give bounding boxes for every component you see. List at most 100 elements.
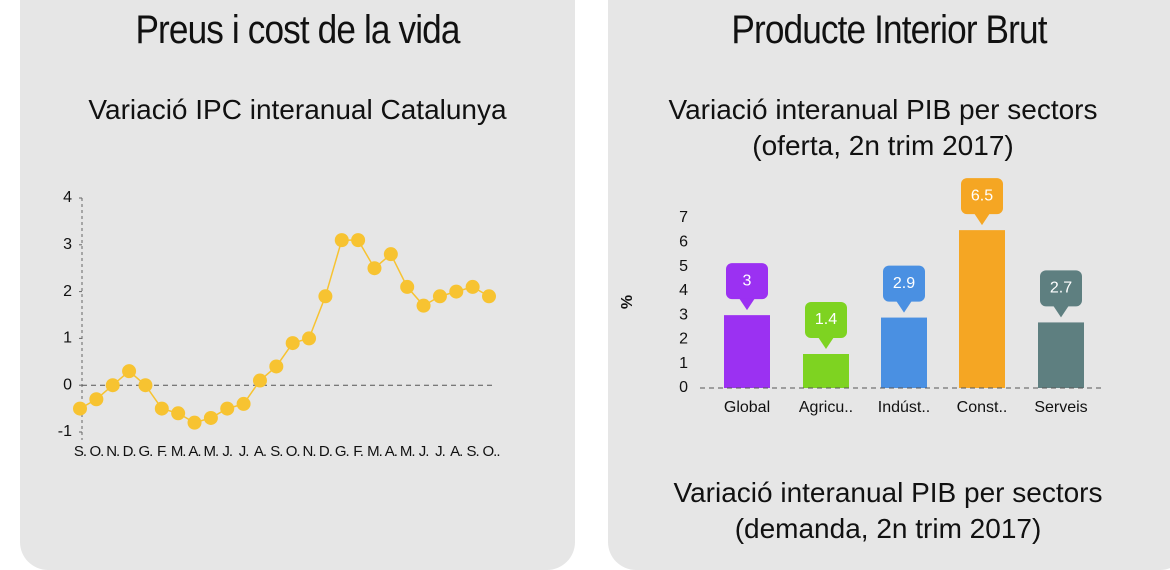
point xyxy=(187,415,202,430)
x-tick-label: S. xyxy=(74,443,86,460)
x-tick-label: M. xyxy=(204,443,219,460)
value-callout xyxy=(883,265,925,302)
x-tick-label: O. xyxy=(286,443,300,460)
x-tick-label: M. xyxy=(171,443,186,460)
value-label: 2.7 xyxy=(1050,280,1072,297)
point xyxy=(383,247,398,262)
x-tick-label: A. xyxy=(385,443,397,460)
x-tick-label: G. xyxy=(335,443,349,460)
y-tick-label: 3 xyxy=(679,306,688,323)
point xyxy=(105,378,120,393)
value-callout xyxy=(805,302,847,338)
callout-pointer xyxy=(739,298,755,311)
chart-title: Variació interanual PIB per sectors (ofe… xyxy=(668,94,1098,161)
point xyxy=(432,289,447,304)
bar xyxy=(959,230,1005,388)
point xyxy=(154,401,169,416)
x-tick-label: M. xyxy=(400,443,415,460)
x-tick-label: Serveis xyxy=(1034,399,1087,416)
point xyxy=(302,331,317,346)
panel-title: Producte Interior Brut xyxy=(731,8,1047,52)
x-tick-label: D. xyxy=(123,443,136,460)
point xyxy=(351,233,366,248)
x-tick-label: Agricu.. xyxy=(799,399,853,416)
chart-title: Variació IPC interanual Catalunya xyxy=(88,94,507,125)
x-tick-label: S. xyxy=(270,443,282,460)
x-tick-label: J. xyxy=(435,443,445,460)
y-tick-label: 3 xyxy=(63,236,72,253)
callout-pointer xyxy=(818,337,834,349)
point xyxy=(171,406,186,421)
point xyxy=(122,364,137,379)
x-tick-label: S. xyxy=(467,443,479,460)
point xyxy=(449,284,464,299)
x-tick-label: Indúst.. xyxy=(878,399,930,416)
point xyxy=(367,261,382,276)
y-tick-label: 2 xyxy=(63,283,72,300)
x-tick-label: F. xyxy=(353,443,363,460)
point xyxy=(236,396,251,411)
x-tick-label: M. xyxy=(367,443,382,460)
point xyxy=(269,359,284,374)
x-tick-label: F. xyxy=(157,443,167,460)
x-tick-label: N. xyxy=(303,443,316,460)
x-tick-label: Global xyxy=(724,399,770,416)
x-tick-label: O.. xyxy=(482,443,499,460)
point xyxy=(73,401,87,416)
point xyxy=(400,279,415,294)
bar xyxy=(803,354,849,388)
point xyxy=(482,289,496,304)
point xyxy=(138,378,153,393)
x-tick-label: N. xyxy=(106,443,119,460)
callout-pointer xyxy=(896,300,912,313)
line xyxy=(79,239,490,424)
x-tick-label: A. xyxy=(254,443,266,460)
point xyxy=(89,392,104,407)
point xyxy=(285,336,300,351)
point xyxy=(318,289,333,304)
y-tick-label: 5 xyxy=(679,258,688,275)
x-tick-label: G. xyxy=(139,443,153,460)
callout-pointer xyxy=(1053,305,1069,318)
y-tick-label: 1 xyxy=(63,330,72,347)
subtitle: Variació interanual PIB per sectors (dem… xyxy=(673,477,1103,544)
value-callout xyxy=(1040,270,1082,307)
point xyxy=(203,410,218,425)
panel-title: Preus i cost de la vida xyxy=(135,8,460,52)
page: Preus i cost de la vida Variació IPC int… xyxy=(20,0,1170,570)
point xyxy=(334,233,349,248)
panel: Preus i cost de la vida Variació IPC int… xyxy=(20,0,575,570)
x-tick-label: D. xyxy=(319,443,332,460)
callout-pointer xyxy=(974,213,990,226)
x-tick-label: J. xyxy=(419,443,429,460)
point xyxy=(220,401,235,416)
value-callout xyxy=(961,178,1003,215)
y-tick-label: 7 xyxy=(679,209,688,226)
x-tick-label: Const.. xyxy=(957,399,1008,416)
y-tick-label: 1 xyxy=(679,355,688,372)
y-tick-label: 6 xyxy=(679,234,688,251)
value-label: 6.5 xyxy=(971,187,993,204)
y-tick-label: 2 xyxy=(679,331,688,348)
x-tick-label: O. xyxy=(89,443,103,460)
bar xyxy=(724,315,770,388)
point xyxy=(416,298,431,313)
y-tick-label: 0 xyxy=(63,376,72,393)
value-label: 2.9 xyxy=(893,275,915,292)
y-tick-label: 0 xyxy=(679,379,688,396)
point xyxy=(252,373,267,388)
bar xyxy=(1038,322,1084,388)
value-label: 3 xyxy=(743,272,752,289)
x-tick-label: A. xyxy=(450,443,462,460)
value-callout xyxy=(726,263,768,300)
y-axis-label: % xyxy=(619,295,636,309)
x-tick-label: J. xyxy=(239,443,249,460)
y-tick-label: 4 xyxy=(63,189,72,206)
y-tick-label: -1 xyxy=(58,423,72,440)
bar xyxy=(881,317,927,388)
x-tick-label: A. xyxy=(188,443,200,460)
point xyxy=(465,279,480,294)
x-tick-label: J. xyxy=(222,443,232,460)
value-label: 1.4 xyxy=(815,311,837,328)
